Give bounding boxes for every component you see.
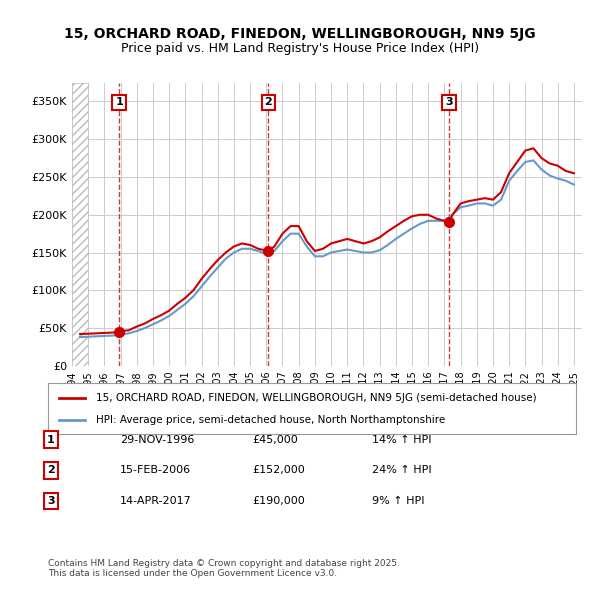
Text: 14% ↑ HPI: 14% ↑ HPI	[372, 435, 431, 444]
Text: 3: 3	[445, 97, 453, 107]
Text: 15-FEB-2006: 15-FEB-2006	[120, 466, 191, 475]
Text: 1: 1	[115, 97, 123, 107]
Text: 9% ↑ HPI: 9% ↑ HPI	[372, 496, 425, 506]
Text: 24% ↑ HPI: 24% ↑ HPI	[372, 466, 431, 475]
Text: 15, ORCHARD ROAD, FINEDON, WELLINGBOROUGH, NN9 5JG: 15, ORCHARD ROAD, FINEDON, WELLINGBOROUG…	[64, 27, 536, 41]
Text: £45,000: £45,000	[252, 435, 298, 444]
Text: Contains HM Land Registry data © Crown copyright and database right 2025.
This d: Contains HM Land Registry data © Crown c…	[48, 559, 400, 578]
Text: 1: 1	[47, 435, 55, 444]
Text: HPI: Average price, semi-detached house, North Northamptonshire: HPI: Average price, semi-detached house,…	[95, 415, 445, 425]
Text: Price paid vs. HM Land Registry's House Price Index (HPI): Price paid vs. HM Land Registry's House …	[121, 42, 479, 55]
Text: 3: 3	[47, 496, 55, 506]
Text: 2: 2	[47, 466, 55, 475]
Text: 2: 2	[265, 97, 272, 107]
Text: 29-NOV-1996: 29-NOV-1996	[120, 435, 194, 444]
Text: £152,000: £152,000	[252, 466, 305, 475]
Text: 15, ORCHARD ROAD, FINEDON, WELLINGBOROUGH, NN9 5JG (semi-detached house): 15, ORCHARD ROAD, FINEDON, WELLINGBOROUG…	[95, 392, 536, 402]
Text: £190,000: £190,000	[252, 496, 305, 506]
Text: 14-APR-2017: 14-APR-2017	[120, 496, 192, 506]
